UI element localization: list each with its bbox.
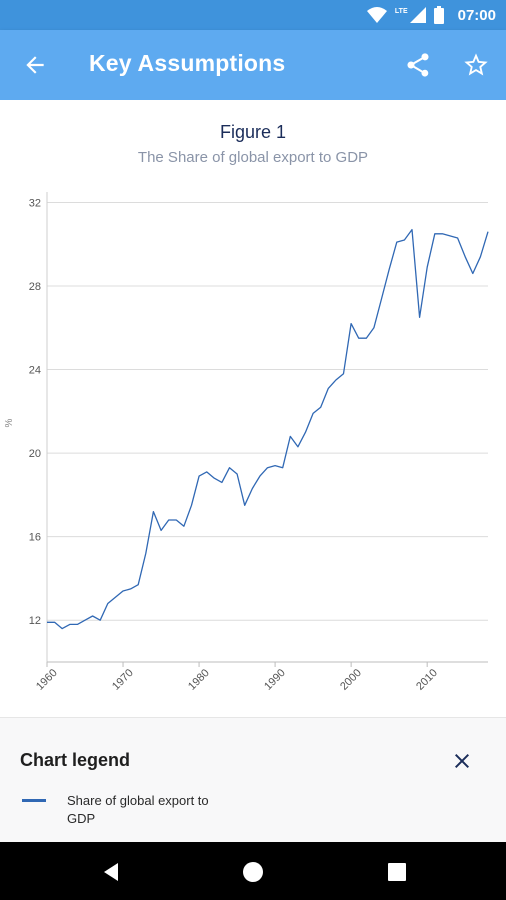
- y-axis-label: %: [4, 418, 15, 427]
- y-tick-label: 16: [29, 532, 41, 544]
- status-time: 07:00: [457, 6, 496, 24]
- battery-icon: [433, 6, 444, 24]
- series-line: [47, 228, 489, 630]
- share-icon[interactable]: [404, 51, 432, 79]
- legend-swatch: [22, 799, 46, 802]
- legend-item-label: Share of global export to GDP: [67, 793, 209, 826]
- nav-home-icon[interactable]: [242, 861, 264, 883]
- y-tick-label: 28: [29, 281, 41, 293]
- navigation-bar: [0, 842, 506, 900]
- y-tick-label: 12: [29, 615, 41, 627]
- y-tick-label: 24: [29, 365, 41, 377]
- page-title: Key Assumptions: [89, 50, 286, 76]
- x-tick-label: 2010: [414, 667, 440, 693]
- x-tick-label: 1970: [110, 667, 136, 693]
- x-tick-label: 2000: [338, 667, 364, 693]
- close-icon[interactable]: [450, 749, 474, 773]
- chart-legend-panel: Chart legend Share of global export to G…: [0, 717, 506, 842]
- nav-recents-icon[interactable]: [386, 861, 408, 883]
- status-bar: LTE 07:00: [0, 0, 506, 30]
- y-tick-label: 20: [29, 448, 41, 460]
- wifi-icon: [366, 7, 387, 23]
- y-tick-label: 32: [29, 197, 41, 209]
- network-type-label: LTE: [394, 8, 408, 15]
- line-chart: 12 16 20 24 28 32 1960 1970 1980 1990 2000 2010%: [4, 192, 489, 693]
- legend-title: Chart legend: [20, 750, 131, 770]
- x-tick-label: 1990: [262, 667, 288, 693]
- x-tick-label: 1960: [34, 667, 60, 693]
- x-tick-label: 1980: [186, 667, 212, 693]
- figure-content: Figure 1 The Share of global export to G…: [0, 100, 506, 717]
- nav-back-icon[interactable]: [100, 861, 122, 883]
- back-arrow-icon[interactable]: [22, 52, 48, 78]
- star-outline-icon[interactable]: [462, 51, 490, 79]
- app-bar: Key Assumptions: [0, 30, 506, 100]
- figure-subtitle: The Share of global export to GDP: [137, 149, 369, 166]
- figure-title: Figure 1: [219, 122, 287, 142]
- cellular-signal-icon: [409, 7, 426, 23]
